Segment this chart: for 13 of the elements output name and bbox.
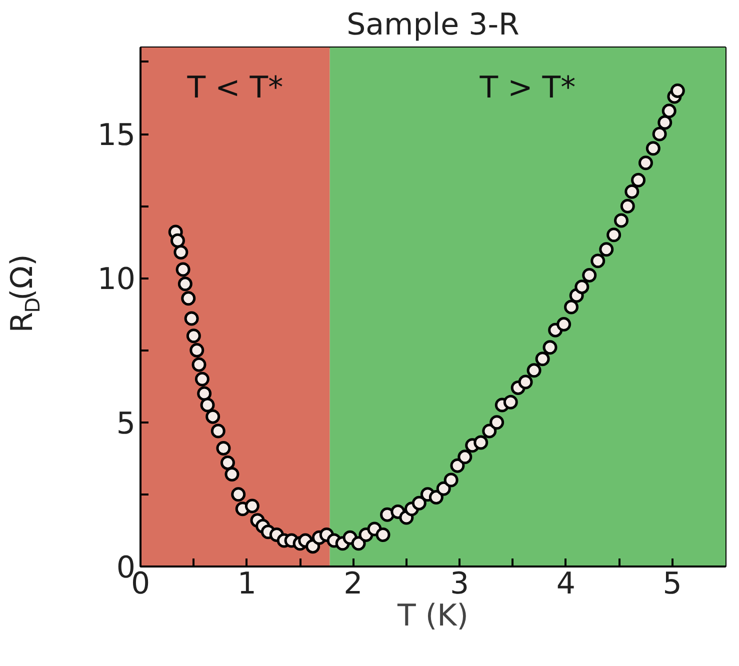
x-axis-title: T (K) [396,598,468,634]
chart-title: Sample 3-R [346,8,520,42]
x-tick-label: 3 [450,566,470,602]
y-axis-title: RD(Ω) [5,254,44,333]
band-label: T < T* [186,70,284,106]
y-tick-label: 15 [97,118,136,153]
band-label: T > T* [478,70,576,106]
x-tick-label: 5 [662,566,682,602]
y-tick-label: 10 [97,262,136,298]
x-tick-label: 1 [237,566,256,602]
x-tick-label: 4 [556,566,576,602]
y-tick-label: 5 [116,406,136,442]
x-tick-label: 2 [344,566,363,602]
